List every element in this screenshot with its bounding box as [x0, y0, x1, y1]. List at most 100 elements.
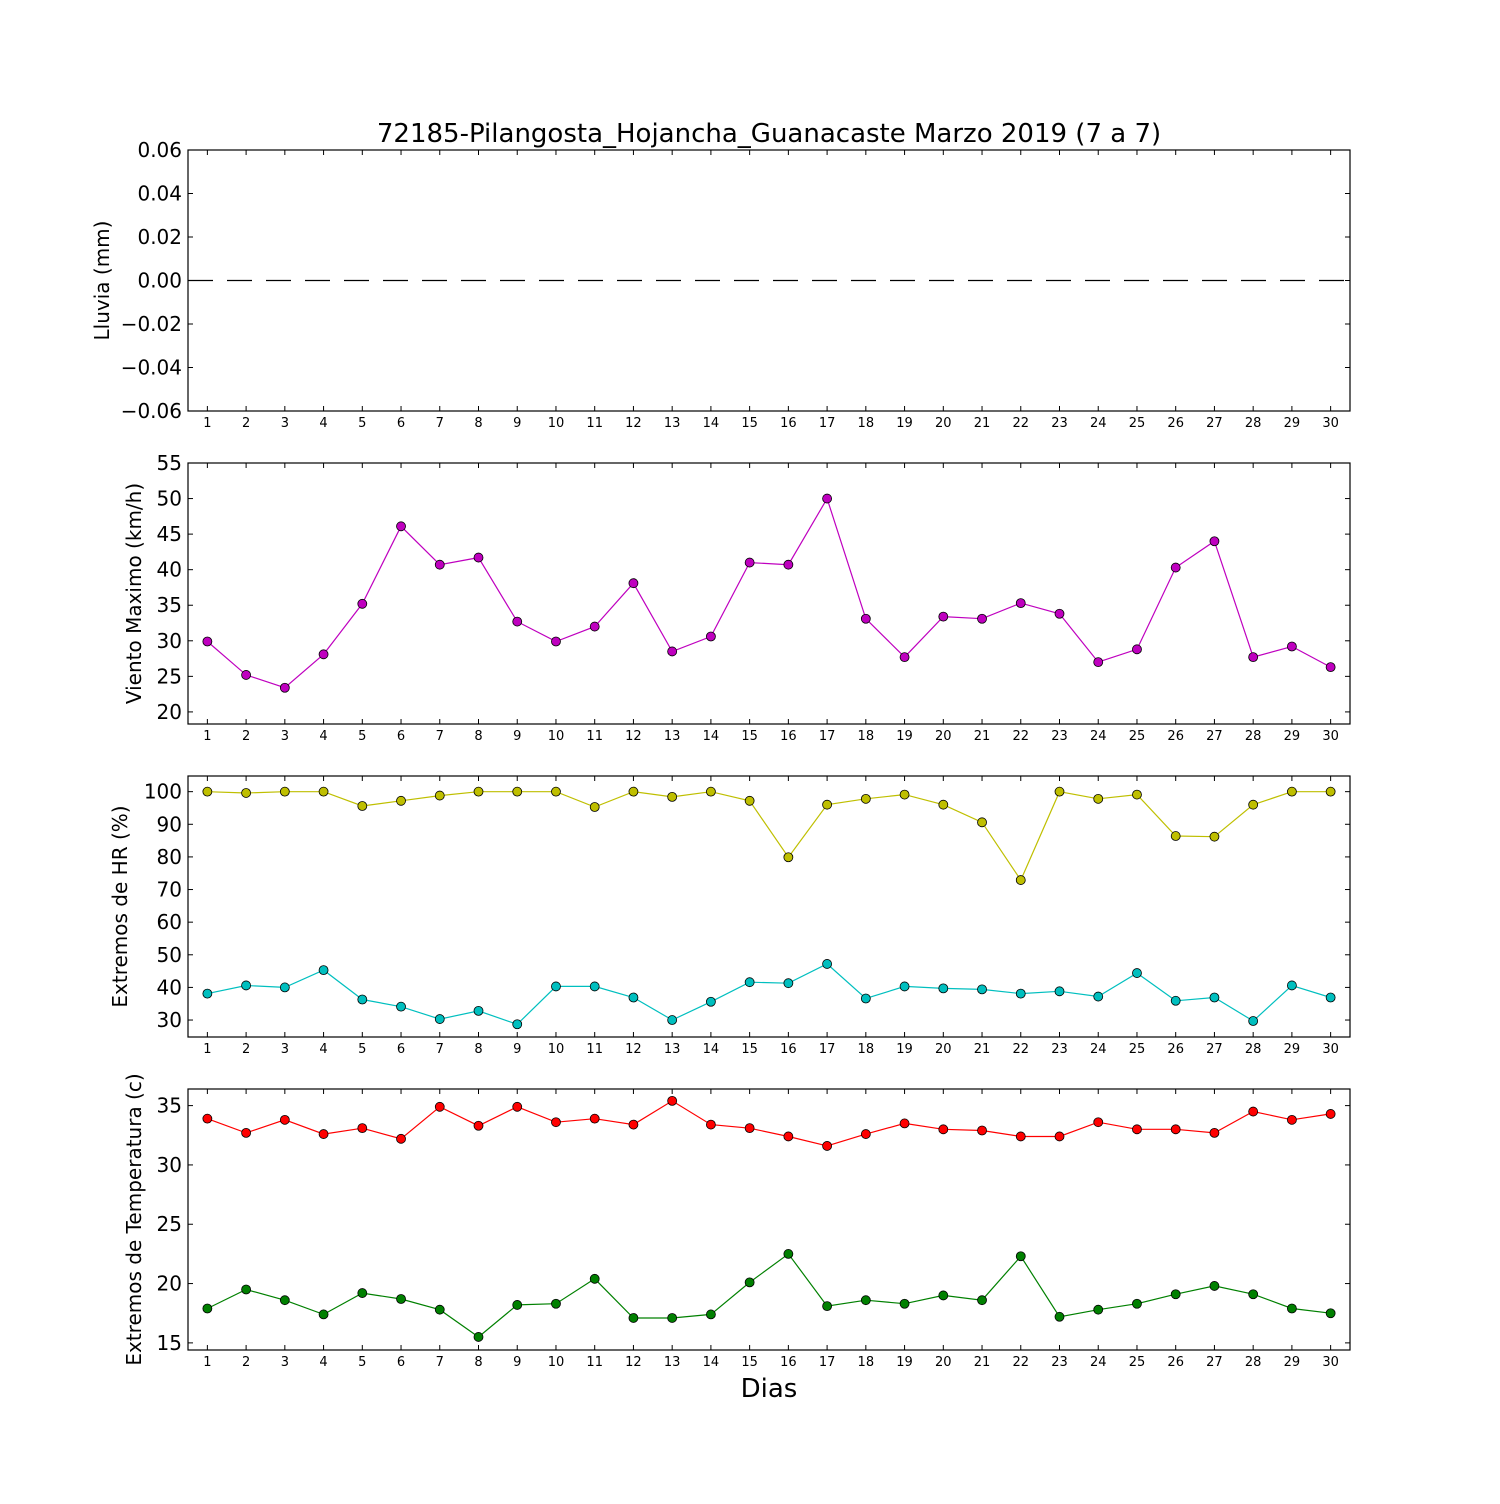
subplot-4-series-1-point [1325, 1109, 1336, 1119]
subplot-4-series-2-point [1170, 1289, 1181, 1300]
subplot-4-series-2-point [938, 1290, 949, 1301]
subplot-1-xtick-label: 15 [741, 416, 758, 431]
subplot-3-series-2-point [822, 959, 832, 969]
subplot-4-series-2-point [1132, 1298, 1142, 1309]
subplot-3-series-1-point [783, 852, 794, 863]
subplot-4-series-2-point [434, 1304, 445, 1315]
subplot-1-ytick-label: 0.06 [137, 138, 182, 162]
subplot-2-series-1-point [279, 682, 290, 693]
subplot-4-series-2-point [512, 1300, 523, 1310]
subplot-1-ytick-label: 0.00 [137, 269, 182, 293]
subplot-4-series-1-point [1287, 1114, 1297, 1125]
subplot-3-xtick-label: 30 [1322, 1042, 1339, 1057]
subplot-3-xtick-label: 21 [974, 1042, 991, 1057]
subplot-2-series-1-point [1015, 598, 1026, 609]
subplot-2-series-1-point [977, 613, 987, 624]
subplot-3-xtick-label: 28 [1245, 1042, 1262, 1057]
subplot-3-series-2-point [202, 988, 213, 999]
subplot-3-xtick-label: 18 [858, 1042, 875, 1057]
subplot-2-ytick-label: 25 [157, 664, 182, 688]
subplot-4-series-2-point [706, 1309, 716, 1320]
subplot-1-xtick-label: 4 [319, 416, 327, 431]
subplot-4-xtick-label: 9 [513, 1355, 521, 1370]
subplot-1-xtick-label: 19 [896, 416, 913, 431]
subplot-4-xtick-label: 27 [1206, 1355, 1223, 1370]
subplot-4-xtick-label: 29 [1284, 1355, 1301, 1370]
subplot-2-series-1-point [396, 521, 406, 532]
subplot-3-series-2-point [938, 983, 949, 994]
subplot-3-frame [187, 775, 1351, 1038]
subplot-4-xtick-label: 2 [242, 1355, 250, 1370]
subplot-3-xtick-label: 9 [513, 1042, 521, 1057]
subplot-3-series-1-point [1248, 799, 1259, 810]
subplot-2-series-1-point [628, 578, 639, 589]
subplot-3-xtick-label: 22 [1012, 1042, 1029, 1057]
subplot-4-series-2-point [860, 1295, 871, 1306]
subplot-2-xtick-label: 19 [896, 729, 913, 744]
subplot-4-series-1-point [473, 1120, 484, 1131]
subplot-3-series-1-point [1054, 786, 1065, 797]
subplot-4-series-1-point [899, 1118, 910, 1129]
subplot-2-series-1-point [473, 552, 484, 563]
subplot-3-series-2-point [1132, 968, 1142, 978]
subplot-3-series-2-point [589, 981, 600, 992]
subplot-1-xtick-label: 7 [436, 416, 444, 431]
subplot-4-ytick-label: 35 [157, 1094, 182, 1118]
subplot-4-series-2-point [1015, 1251, 1026, 1262]
subplot-4-xtick-label: 28 [1245, 1355, 1262, 1370]
subplot-2-xtick-label: 3 [281, 729, 289, 744]
subplot-2-series-1-point [706, 631, 716, 642]
subplot-3-ytick-label: 50 [157, 943, 182, 967]
subplot-2-series-1-point [1093, 657, 1104, 668]
subplot-2-xtick-label: 30 [1322, 729, 1339, 744]
subplot-2-series-1-point [860, 613, 871, 624]
subplot-3-series-2-point [744, 977, 755, 988]
subplot-1-xtick-label: 30 [1322, 416, 1339, 431]
subplot-3-series-2-point [318, 965, 329, 976]
subplot-2-xtick-label: 13 [664, 729, 681, 744]
subplot-4-series-1-point [279, 1114, 290, 1125]
subplot-4-series-1-point [1248, 1106, 1259, 1117]
subplot-3-series-1-point [396, 795, 406, 806]
subplot-4-series-2-point [977, 1295, 987, 1306]
subplot-3-xtick-label: 20 [935, 1042, 952, 1057]
subplot-2-ytick-label: 50 [157, 487, 182, 511]
subplot-4-xtick-label: 14 [703, 1355, 720, 1370]
subplot-2-xtick-label: 22 [1012, 729, 1029, 744]
subplot-3-xtick-label: 4 [319, 1042, 327, 1057]
subplot-4-xtick-label: 1 [203, 1355, 211, 1370]
subplot-3-xtick-label: 29 [1284, 1042, 1301, 1057]
subplot-4-series-1-line [207, 1100, 1331, 1147]
subplot-4-series-2-point [822, 1301, 832, 1312]
subplot-3-xtick-label: 23 [1051, 1042, 1068, 1057]
subplot-3-series-1-point [202, 786, 213, 797]
subplot-4-series-1-point [551, 1117, 561, 1128]
subplot-4-series-2-point [473, 1332, 484, 1342]
subplot-1-ytick-label: −0.06 [121, 399, 182, 423]
subplot-2-xtick-label: 1 [203, 729, 211, 744]
subplot-2-xtick-label: 4 [319, 729, 327, 744]
subplot-4-series-2-line [207, 1253, 1331, 1338]
subplot-3-xtick-label: 5 [358, 1042, 366, 1057]
subplot-2-series-1-point [1054, 608, 1065, 619]
subplot-3-xtick-label: 2 [242, 1042, 250, 1057]
subplot-3-series-1-line [207, 791, 1331, 882]
subplot-2-xtick-label: 12 [625, 729, 642, 744]
subplot-4-series-1-point [977, 1125, 987, 1136]
subplot-4-series-1-point [783, 1131, 794, 1142]
subplot-3-series-1-point [357, 801, 368, 811]
subplot-1-xtick-label: 28 [1245, 416, 1262, 431]
subplot-2-xtick-label: 6 [397, 729, 405, 744]
subplot-4-xtick-label: 20 [935, 1355, 952, 1370]
subplot-2-xtick-label: 7 [436, 729, 444, 744]
subplot-1-xtick-label: 13 [664, 416, 681, 431]
subplot-3-series-2-point [473, 1006, 484, 1016]
subplot-3-series-2-point [628, 992, 639, 1003]
subplot-2-series-1-point [589, 621, 600, 632]
subplot-3-ytick-label: 60 [157, 910, 182, 934]
subplot-4-xtick-label: 10 [548, 1355, 565, 1370]
subplot-3-xtick-label: 13 [664, 1042, 681, 1057]
subplot-1-xtick-label: 2 [242, 416, 250, 431]
subplot-1-xtick-label: 5 [358, 416, 366, 431]
